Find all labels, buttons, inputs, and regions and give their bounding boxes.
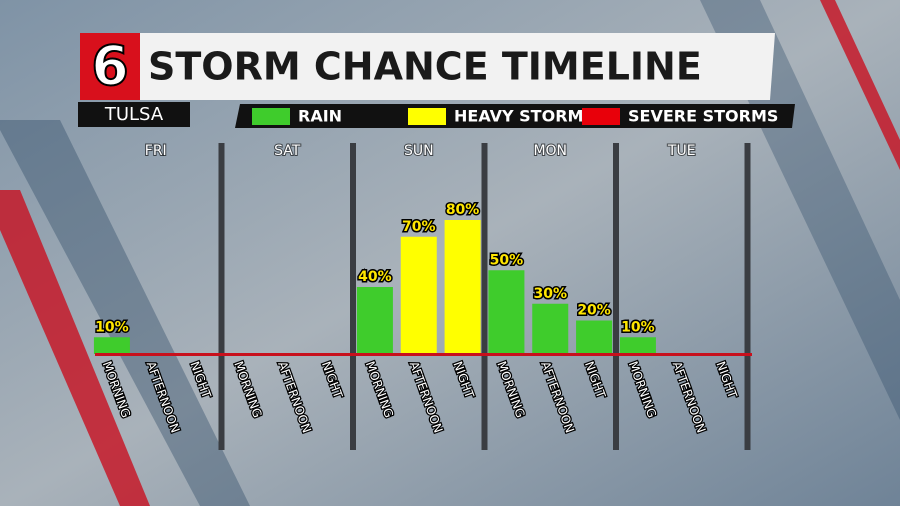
value-label: 30% <box>533 286 567 302</box>
day-divider <box>613 143 619 450</box>
decor-stripe <box>0 120 250 506</box>
day-divider <box>744 143 751 450</box>
day-divider <box>350 143 356 450</box>
day-label: MON <box>533 143 567 159</box>
day-divider <box>481 143 488 450</box>
day-label: SAT <box>274 143 301 159</box>
legend-swatch <box>582 108 620 125</box>
bar <box>444 220 481 354</box>
location-box <box>78 102 190 127</box>
legend-box <box>235 104 795 128</box>
bar <box>400 236 437 354</box>
value-label: 80% <box>446 202 480 218</box>
value-label: 10% <box>621 319 655 335</box>
value-label: 10% <box>95 319 129 335</box>
day-label: TUE <box>667 143 696 159</box>
bar <box>488 270 525 354</box>
day-divider <box>218 143 225 450</box>
logo: 6 <box>91 35 129 98</box>
baseline <box>95 353 752 356</box>
day-label: FRI <box>145 143 167 159</box>
bar <box>532 303 569 354</box>
bar <box>93 337 130 354</box>
legend-swatch <box>408 108 446 125</box>
value-label: 50% <box>490 252 524 268</box>
chart-title: STORM CHANCE TIMELINE <box>148 45 702 89</box>
value-label: 40% <box>358 269 392 285</box>
value-label: 70% <box>402 219 436 235</box>
legend: RAIN HEAVY STORMS SEVERE STORMS <box>252 107 778 126</box>
bar <box>619 337 656 354</box>
legend-label: SEVERE STORMS <box>628 107 778 126</box>
decor-stripe <box>820 0 900 170</box>
bar <box>356 287 393 354</box>
legend-swatch <box>252 108 290 125</box>
decor-stripe <box>0 190 150 506</box>
title-banner <box>80 33 775 100</box>
location: TULSA <box>104 104 164 125</box>
logo-box <box>80 33 140 100</box>
bar <box>576 320 613 354</box>
legend-label: RAIN <box>298 107 342 126</box>
day-label: SUN <box>404 143 434 159</box>
legend-label: HEAVY STORMS <box>454 107 595 126</box>
value-label: 20% <box>577 303 611 319</box>
